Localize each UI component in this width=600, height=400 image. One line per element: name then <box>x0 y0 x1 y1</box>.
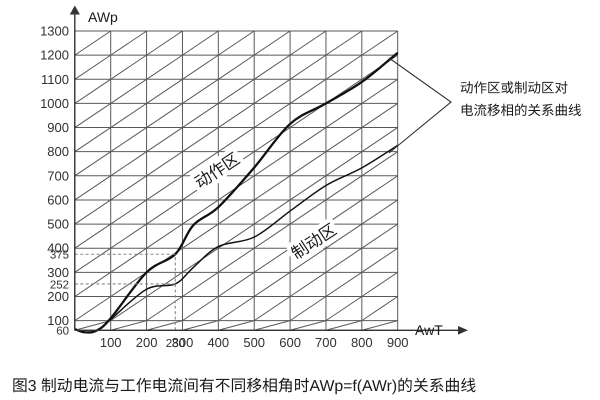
svg-text:100: 100 <box>100 335 122 350</box>
svg-text:280: 280 <box>166 338 185 350</box>
svg-text:900: 900 <box>387 335 409 350</box>
svg-text:700: 700 <box>315 335 337 350</box>
svg-text:600: 600 <box>47 192 69 207</box>
svg-text:252: 252 <box>50 279 69 291</box>
svg-text:200: 200 <box>136 335 158 350</box>
svg-text:400: 400 <box>207 335 229 350</box>
svg-text:500: 500 <box>243 335 265 350</box>
svg-text:制动区: 制动区 <box>289 221 340 263</box>
svg-text:900: 900 <box>47 120 69 135</box>
svg-text:800: 800 <box>47 144 69 159</box>
svg-text:700: 700 <box>47 168 69 183</box>
svg-text:图3 制动电流与工作电流间有不同移相角时AWp=f(AWr): 图3 制动电流与工作电流间有不同移相角时AWp=f(AWr)的关系曲线 <box>12 377 476 395</box>
svg-text:1300: 1300 <box>40 24 69 39</box>
svg-text:AwT: AwT <box>415 322 443 338</box>
svg-text:AWp: AWp <box>88 9 118 25</box>
svg-text:600: 600 <box>279 335 301 350</box>
svg-text:300: 300 <box>47 265 69 280</box>
svg-text:1000: 1000 <box>40 96 69 111</box>
svg-text:375: 375 <box>50 250 69 262</box>
svg-text:60: 60 <box>56 326 69 338</box>
svg-text:电流移相的关系曲线: 电流移相的关系曲线 <box>460 103 582 118</box>
svg-text:500: 500 <box>47 217 69 232</box>
svg-text:800: 800 <box>351 335 373 350</box>
svg-text:1100: 1100 <box>41 72 69 87</box>
svg-text:动作区或制动区对: 动作区或制动区对 <box>460 81 568 96</box>
svg-text:1200: 1200 <box>40 48 69 63</box>
svg-text:动作区: 动作区 <box>192 150 243 192</box>
